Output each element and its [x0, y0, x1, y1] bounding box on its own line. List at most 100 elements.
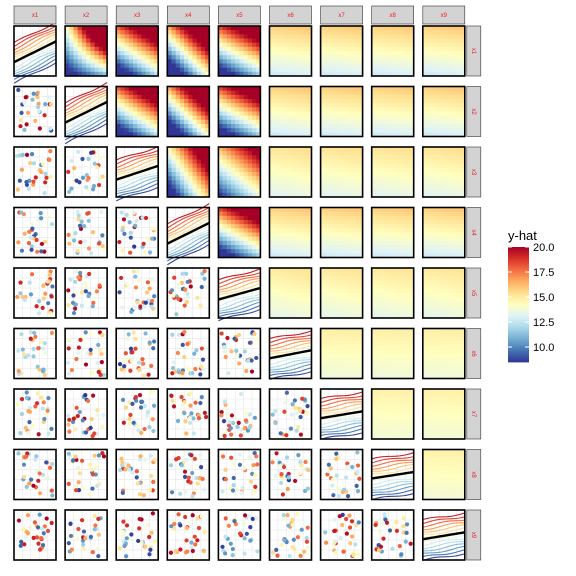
heatmap-cell — [452, 103, 457, 108]
heatmap-cell — [179, 46, 185, 52]
heatmap-cell — [452, 249, 457, 254]
heatmap-cell — [388, 224, 393, 229]
heatmap-cell — [235, 90, 240, 96]
heatmap-cell — [324, 284, 330, 290]
heatmap-cell — [282, 207, 287, 212]
heatmap-cell — [452, 309, 457, 315]
heatmap-cell — [435, 207, 440, 212]
heatmap-cell — [439, 224, 445, 229]
heatmap-cell — [145, 115, 151, 121]
scatter-point — [222, 345, 227, 350]
heatmap-cell — [401, 55, 406, 60]
heatmap-cell — [329, 374, 334, 379]
heatmap-cell — [396, 151, 402, 156]
heatmap-cell — [443, 180, 449, 185]
heatmap-cell — [235, 132, 240, 137]
heatmap-cell — [345, 357, 351, 363]
ice-line — [218, 280, 261, 293]
heatmap-cell — [149, 86, 155, 91]
heatmap-cell — [286, 215, 291, 221]
heatmap-cell — [384, 63, 389, 68]
heatmap-cell — [269, 99, 274, 104]
heatmap-cell — [307, 111, 312, 116]
heatmap-cell — [218, 63, 223, 68]
heatmap-cell — [422, 280, 428, 285]
heatmap-cell — [460, 293, 466, 298]
heatmap-cell — [443, 67, 449, 73]
heatmap-cell — [439, 124, 445, 129]
heatmap-cell — [231, 46, 236, 52]
heatmap-cell — [435, 124, 440, 129]
heatmap-cell — [401, 107, 406, 112]
heatmap-cell — [273, 236, 279, 242]
heatmap-cell — [392, 249, 398, 254]
scatter-point — [28, 330, 33, 335]
heatmap-cell — [392, 207, 398, 212]
heatmap-cell — [218, 211, 223, 217]
heatmap-cell — [218, 86, 223, 91]
heatmap-cell — [380, 297, 385, 302]
heatmap-cell — [269, 188, 274, 194]
heatmap-cell — [290, 236, 295, 242]
heatmap-cell — [380, 26, 385, 31]
heatmap-cell — [405, 107, 410, 112]
heatmap-cell — [222, 107, 228, 112]
scatter-point — [89, 150, 94, 155]
heatmap-cell — [384, 207, 389, 212]
heatmap-cell — [196, 46, 202, 52]
heatmap-cell — [358, 46, 363, 52]
heatmap-cell — [329, 30, 334, 35]
heatmap-cell — [345, 90, 351, 96]
heatmap-cell — [422, 155, 428, 160]
heatmap-cell — [375, 103, 381, 108]
heatmap-cell — [448, 111, 453, 116]
heatmap-cell — [341, 46, 347, 52]
heatmap-cell — [273, 151, 279, 156]
heatmap-cell — [218, 71, 223, 77]
scatter-point — [90, 304, 95, 309]
heatmap-cell — [371, 313, 377, 319]
heatmap-cell — [273, 71, 279, 77]
heatmap-cell — [439, 115, 445, 121]
heatmap-cell — [65, 59, 70, 64]
scatter-point — [48, 149, 53, 154]
heatmap-cell — [427, 151, 432, 156]
heatmap-cell — [303, 224, 308, 229]
heatmap-cell — [427, 309, 432, 315]
heatmap-cell — [298, 132, 304, 137]
scatter-point — [236, 332, 242, 338]
heatmap-cell — [252, 184, 257, 189]
heatmap-cell — [145, 38, 151, 43]
heatmap-cell — [252, 46, 257, 52]
heatmap-cell — [184, 172, 189, 177]
heatmap-cell — [252, 90, 257, 96]
heatmap-cell — [298, 151, 304, 156]
heatmap-cell — [167, 151, 172, 156]
heatmap-cell — [154, 38, 159, 43]
heatmap-cell — [303, 119, 308, 125]
heatmap-cell — [388, 232, 393, 237]
heatmap-cell — [218, 30, 223, 35]
heatmap-cell — [184, 155, 189, 160]
heatmap-cell — [269, 63, 274, 68]
scatter-point — [18, 431, 23, 436]
heatmap-cell — [256, 111, 261, 116]
heatmap-cell — [448, 220, 453, 225]
heatmap-cell — [247, 63, 253, 68]
heatmap-cell — [196, 34, 202, 39]
heatmap-cell — [218, 172, 223, 177]
heatmap-cell — [294, 90, 300, 96]
heatmap-cell — [388, 215, 393, 221]
heatmap-cell — [124, 63, 130, 68]
heatmap-cell — [448, 245, 453, 250]
heatmap-cell — [269, 107, 274, 112]
heatmap-cell — [329, 184, 334, 189]
heatmap-cell — [371, 280, 377, 285]
heatmap-cell — [324, 159, 330, 164]
heatmap-cell — [303, 128, 308, 133]
heatmap-cell — [380, 55, 385, 60]
heatmap-cell — [345, 253, 351, 258]
heatmap-cell — [380, 30, 385, 35]
heatmap-cell — [298, 228, 304, 233]
heatmap-cell — [256, 26, 261, 31]
